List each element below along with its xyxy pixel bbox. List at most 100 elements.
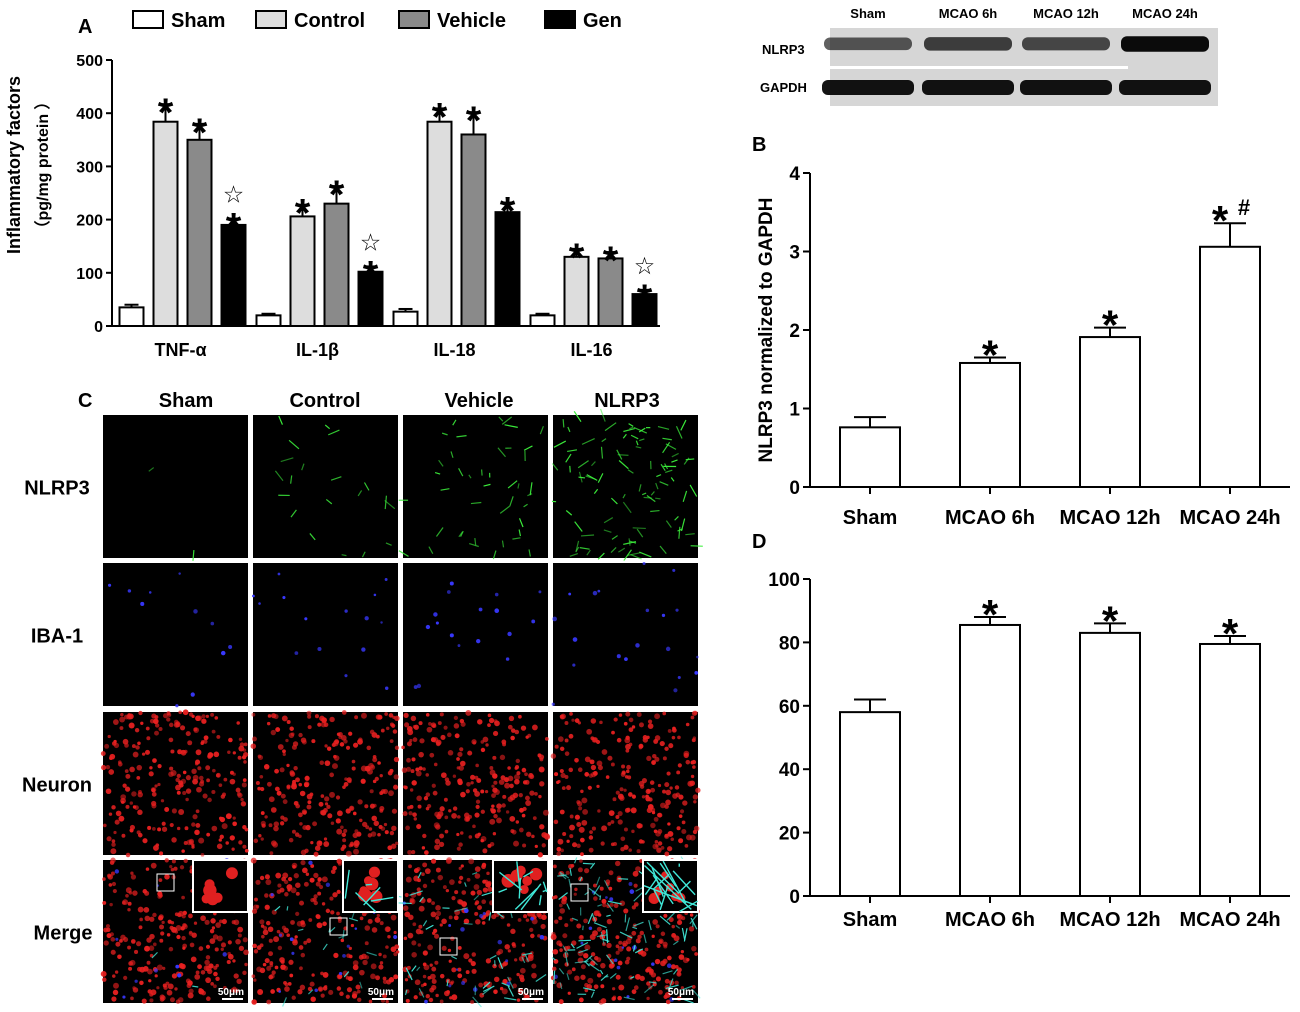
neuron-cell [447,750,454,756]
neuron-cell [166,989,173,996]
microglia-cell [193,609,198,614]
microglia-cell [609,897,614,902]
neuron-cell [301,809,308,815]
neuron-cell [169,997,175,1003]
neuron-cell [614,860,621,867]
neuron-cell [299,984,306,991]
neuron-cell [519,977,525,983]
legend-label-sham: Sham [171,10,225,32]
nlrp3-signal [691,988,701,999]
neuron-cell [313,894,318,899]
neuron-cell [615,950,620,955]
neuron-cell [685,722,690,727]
neuron-cell [676,914,681,919]
neuron-cell [188,712,194,717]
neuron-cell [686,957,690,962]
neuron-cell [690,774,695,779]
micrograph-column-label: Sham [159,390,213,412]
neuron-cell [676,770,681,775]
microglia-cell [364,616,369,621]
nlrp3-signal [627,552,641,557]
nlrp3-signal [562,945,569,955]
nlrp3-signal [675,924,681,929]
neuron-cell [370,831,377,837]
neuron-cell [647,789,651,793]
nlrp3-signal [593,885,601,896]
nlrp3-signal [682,490,688,502]
neuron-cell [324,984,328,989]
neuron-cell [674,785,680,790]
neuron-cell [315,881,321,887]
neuron-cell [271,970,276,975]
y-tick-label: 0 [789,887,800,908]
nlrp3-signal [662,437,672,441]
neuron-cell [404,892,409,898]
neuron-cell [435,741,441,747]
neuron-cell [408,864,412,869]
neuron-cell [310,864,315,868]
neuron-cell [427,976,432,980]
neuron-cell [507,766,511,770]
nlrp3-signal [570,943,575,949]
neuron-cell [175,925,182,931]
neuron-cell [253,838,259,844]
neuron-cell [477,905,482,911]
neuron-cell [137,832,143,838]
neuron-cell [456,815,461,819]
neuron-cell [670,837,675,842]
neuron-cell [449,879,455,885]
neuron-cell [162,713,169,719]
neuron-cell [471,952,476,957]
neuron-cell [159,851,164,856]
neuron-cell [255,879,261,885]
nlrp3-signal [633,427,648,434]
neuron-cell [103,940,109,946]
neuron-cell [628,727,634,733]
neuron-cell [364,804,369,809]
neuron-cell [182,709,189,716]
neuron-cell [558,999,564,1005]
neuron-cell [501,803,506,808]
neuron-cell [686,834,692,841]
significance-star: * [329,173,345,217]
neuron-cell [263,926,268,930]
nlrp3-signal [567,449,578,453]
nlrp3-signal [630,434,639,440]
neuron-cell [658,989,663,995]
nlrp3-signal [565,510,573,516]
neuron-cell [198,946,204,951]
neuron-cell [429,987,435,993]
neuron-cell [612,987,616,991]
nlrp3-signal [492,550,497,560]
neuron-cell [580,964,586,970]
neuron-cell [593,910,600,917]
microglia-cell [661,613,666,618]
neuron-cell [362,821,368,828]
neuron-cell [523,992,527,997]
neuron-cell [295,777,300,783]
neuron-cell [693,710,698,715]
neuron-cell [166,711,171,716]
neuron-cell [316,840,323,847]
neuron-cell [594,955,599,961]
nlrp3-signal [523,445,533,451]
neuron-cell [242,970,247,976]
zoom-signal [363,886,381,906]
neuron-cell [569,824,576,831]
neuron-cell [639,930,645,936]
neuron-cell [559,768,564,774]
nlrp3-signal [603,529,612,533]
neuron-cell [216,843,223,850]
neuron-cell [258,755,264,761]
nlrp3-signal [606,902,614,912]
neuron-cell [557,779,561,784]
nlrp3-signal [298,928,304,932]
neuron-cell [334,739,340,745]
neuron-cell [639,784,645,789]
neuron-cell [287,877,293,882]
y-axis-label: NLRP3 normalized to GAPDH [756,198,777,463]
bar-control [289,215,316,328]
neuron-cell [187,992,194,999]
neuron-cell [129,766,135,773]
neuron-cell [556,851,562,857]
